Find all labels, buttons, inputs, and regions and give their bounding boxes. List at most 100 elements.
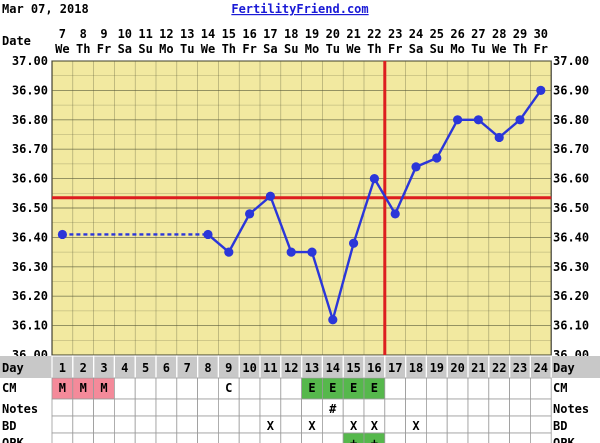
fertility-friend-link[interactable]: FertilityFriend.com xyxy=(231,2,368,16)
notes-cell xyxy=(51,398,74,417)
date-label: 16 xyxy=(242,27,256,41)
opk-cell xyxy=(467,432,490,443)
cycle-day-label: 15 xyxy=(346,361,360,375)
bd-value: X xyxy=(267,419,275,433)
bd-label-right: BD xyxy=(553,419,567,433)
bd-value: X xyxy=(371,419,379,433)
y-tick-label-left: 36.10 xyxy=(12,319,48,333)
cm-cell xyxy=(197,377,219,400)
opk-cell xyxy=(176,432,199,443)
notes-cell xyxy=(238,398,261,417)
date-label: 25 xyxy=(430,27,444,41)
cycle-day-label: 1 xyxy=(59,361,66,375)
cycle-day-label: 11 xyxy=(263,361,277,375)
notes-cell xyxy=(384,398,406,417)
opk-label-left: OPK xyxy=(2,436,24,443)
weekday-label: Th xyxy=(222,42,236,56)
date-label: 14 xyxy=(201,27,215,41)
y-tick-label-left: 36.80 xyxy=(12,113,48,127)
cycle-day-label: 4 xyxy=(121,361,128,375)
cycle-day-label: 21 xyxy=(471,361,485,375)
date-row-label: Date xyxy=(2,34,31,48)
notes-cell xyxy=(425,398,448,417)
cycle-day-label: 14 xyxy=(326,361,340,375)
bd-cell xyxy=(93,415,115,434)
cycle-day-label: 16 xyxy=(367,361,381,375)
temperature-point xyxy=(453,115,463,125)
date-label: 20 xyxy=(326,27,340,41)
y-tick-label-left: 36.70 xyxy=(12,142,48,156)
notes-cell xyxy=(176,398,199,417)
temperature-point xyxy=(203,229,213,240)
bd-cell xyxy=(321,415,344,434)
date-label: 12 xyxy=(159,27,173,41)
date-label: 19 xyxy=(305,27,319,41)
opk-cell xyxy=(446,432,469,443)
notes-cell xyxy=(405,398,427,417)
opk-cell xyxy=(321,432,344,443)
notes-cell xyxy=(488,398,510,417)
temperature-point xyxy=(245,209,255,219)
cycle-day-label: 5 xyxy=(142,361,149,375)
date-label: 28 xyxy=(492,27,506,41)
opk-cell xyxy=(488,432,510,443)
cycle-day-label: 22 xyxy=(492,361,506,375)
date-label: 30 xyxy=(534,27,548,41)
date-label: 11 xyxy=(138,27,152,41)
temperature-point xyxy=(57,229,67,240)
weekday-label: Fr xyxy=(534,42,548,56)
cm-label-right: CM xyxy=(553,381,567,395)
weekday-label: Mo xyxy=(305,42,319,56)
cycle-day-label: 6 xyxy=(163,361,170,375)
notes-cell xyxy=(114,398,136,417)
weekday-label: We xyxy=(492,42,506,56)
date-label: 26 xyxy=(450,27,464,41)
notes-cell xyxy=(363,398,386,417)
opk-cell xyxy=(155,432,178,443)
date-label: 13 xyxy=(180,27,194,41)
temperature-point xyxy=(473,115,483,125)
y-tick-label-right: 36.20 xyxy=(553,289,589,303)
weekday-label: Sa xyxy=(263,42,277,56)
y-tick-label-left: 36.30 xyxy=(12,260,48,274)
opk-value: + xyxy=(371,436,378,443)
y-tick-label-left: 36.50 xyxy=(12,201,48,215)
bd-cell xyxy=(280,415,302,434)
cycle-day-label: 2 xyxy=(80,361,87,375)
weekday-label: Tu xyxy=(180,42,194,56)
y-tick-label-right: 36.50 xyxy=(553,201,589,215)
y-tick-label-right: 36.30 xyxy=(553,260,589,274)
bd-cell xyxy=(72,415,95,434)
weekday-label: We xyxy=(201,42,215,56)
cycle-day-label: 12 xyxy=(284,361,298,375)
temperature-point xyxy=(224,247,234,257)
opk-cell xyxy=(217,432,240,443)
y-tick-label-right: 36.40 xyxy=(553,230,589,244)
weekday-label: Fr xyxy=(242,42,256,56)
cm-label-left: CM xyxy=(2,381,16,395)
notes-cell xyxy=(280,398,302,417)
bd-cell xyxy=(134,415,157,434)
weekday-label: Tu xyxy=(471,42,485,56)
notes-cell xyxy=(467,398,490,417)
weekday-label: Sa xyxy=(118,42,132,56)
weekday-label: Sa xyxy=(409,42,423,56)
opk-cell xyxy=(530,432,552,443)
opk-value: + xyxy=(350,436,357,443)
bd-value: X xyxy=(412,419,420,433)
cm-cell xyxy=(488,377,510,400)
date-header: Date 7 8 9 10 11 12 13 14 15 16 17 18 19 20 21 22 23 24 25 2… xyxy=(2,27,548,56)
cycle-day-label: 7 xyxy=(184,361,191,375)
cm-cell xyxy=(467,377,490,400)
weekday-label: Su xyxy=(138,42,152,56)
cm-cell xyxy=(446,377,469,400)
day-row-label-right: Day xyxy=(553,361,575,375)
cm-cell xyxy=(134,377,157,400)
cm-cell xyxy=(280,377,302,400)
weekday-label: Tu xyxy=(326,42,340,56)
notes-cell xyxy=(259,398,282,417)
date-label: 24 xyxy=(409,27,423,41)
cycle-day-label: 20 xyxy=(450,361,464,375)
temperature-point xyxy=(515,115,525,125)
